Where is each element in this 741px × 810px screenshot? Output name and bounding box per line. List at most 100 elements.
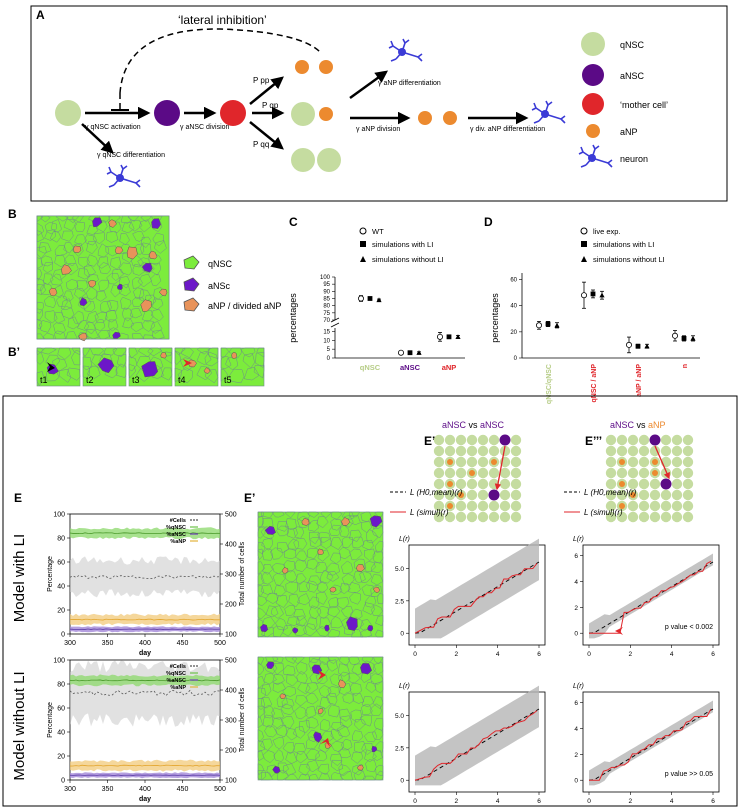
category-label: qNSC/qNSC (546, 364, 553, 404)
tissue-cell (265, 605, 279, 618)
tissue-cell (139, 219, 152, 233)
tissue-cell (53, 311, 66, 324)
tick-label: 0 (61, 632, 65, 639)
tissue-cell (260, 697, 273, 709)
legend-label: #Cells (170, 664, 186, 670)
legend-label: %qNSC (166, 671, 186, 677)
tissue-cell (326, 692, 338, 705)
neuron-icon (531, 100, 566, 124)
tissue-cell (38, 242, 52, 254)
category-label: qNSC (360, 363, 381, 372)
grid-cell (488, 434, 500, 446)
grid-cell (510, 511, 522, 523)
grid-cell (510, 445, 522, 457)
anp-cell (140, 299, 152, 312)
panel-c: C WT simulations with LI simulations wit… (288, 215, 465, 372)
anp-cell (355, 564, 365, 572)
tissue-cell (98, 279, 109, 291)
tissue-cell (262, 750, 276, 764)
line-cells (69, 689, 221, 697)
tissue-cell (361, 743, 374, 755)
category-label: aNP / aNP (636, 364, 643, 397)
tissue-cell (359, 714, 372, 727)
neuron-icon (388, 38, 423, 62)
svg-text:live exp.: live exp. (593, 227, 621, 236)
tissue-cell (285, 518, 297, 531)
grid-cell (510, 500, 522, 512)
timepoint-label: t3 (132, 375, 140, 385)
grid-cell (660, 489, 672, 501)
tick-label: 350 (102, 786, 114, 793)
tissue-cell (95, 290, 107, 302)
tissue-cell (298, 581, 311, 592)
tissue-cell (86, 241, 98, 255)
tissue-cell (293, 609, 306, 621)
ansc-dot (499, 434, 511, 446)
tissue-border (82, 347, 127, 387)
panel-d-legend: live exp. simulations with LI simulation… (580, 227, 665, 264)
tissue-cell (339, 715, 353, 729)
panel-a-legend: qNSC aNSC ‘mother cell’ aNP neuron (578, 32, 668, 168)
line-null-mean (588, 708, 714, 781)
grid-cell (433, 489, 445, 501)
tick-label: 15 (323, 330, 330, 336)
data-point-wt (436, 333, 443, 340)
tissue-cell (348, 582, 361, 594)
tissue-cell (285, 728, 298, 741)
tick-label: 20 (510, 330, 517, 336)
tissue-cell (196, 366, 213, 381)
tick-label: 5 (327, 347, 331, 353)
grid-cell (455, 445, 467, 457)
grid-cell (649, 489, 661, 501)
grid-cell (433, 456, 445, 468)
ansc-cell (369, 515, 383, 528)
tissue-cell (106, 272, 121, 285)
panel-c-legend: WT simulations with LI simulations witho… (359, 227, 444, 264)
tissue-cell (297, 515, 311, 528)
tick-label: 0 (587, 651, 591, 658)
tick-label: 70 (323, 318, 330, 324)
tissue-cell (151, 309, 164, 322)
ansc-cell (151, 218, 161, 229)
data-point-li (590, 291, 596, 297)
tissue-cell (372, 749, 383, 761)
tick-label: 2 (455, 651, 459, 658)
tissue-cell (43, 273, 54, 285)
grid-cell (616, 511, 628, 523)
tissue-cell (319, 697, 331, 710)
tissue-cell (78, 256, 90, 269)
tissue-cell (359, 571, 372, 583)
svg-text:L (simul)(r): L (simul)(r) (584, 508, 623, 517)
grid-cell (671, 478, 683, 490)
tissue-cell (147, 347, 163, 357)
title-ansc-vs-anp: aNSC vs aNP (610, 420, 666, 430)
legend-mother-cell: ‘mother cell’ (620, 100, 668, 110)
grid-cell (433, 500, 445, 512)
tick-label: 400 (139, 640, 151, 647)
grid-cell (627, 445, 639, 457)
svg-text:simulations without LI: simulations without LI (372, 255, 444, 264)
panel-a: A ‘lateral inhibition’ γ qNSC activation… (30, 5, 728, 202)
tick-label: 0 (587, 798, 591, 805)
anp-dot (619, 459, 625, 465)
tissue-cell (262, 563, 273, 575)
tissue-cell (242, 353, 255, 369)
arrowhead-icon (320, 738, 330, 747)
tick-label: 6 (574, 553, 578, 560)
tissue-border (257, 511, 384, 638)
grid-cell (660, 511, 672, 523)
tissue-cell (370, 673, 384, 685)
tissue-cell (85, 286, 98, 300)
tissue-cell (330, 616, 344, 629)
tick-label: 6 (574, 700, 578, 707)
anp-cell (356, 764, 364, 771)
tick-label: 500 (225, 658, 237, 665)
anp-cell (372, 586, 380, 594)
tissue-cell (284, 605, 296, 617)
legend-label: %aNP (170, 539, 186, 545)
anp-cell (160, 352, 167, 359)
tick-label: 75 (323, 311, 330, 317)
tissue-cell (275, 595, 288, 608)
l-legend-left: L (H0,mean)(r) L (simul)(r) (390, 488, 463, 517)
panel-d-label: D (484, 215, 493, 229)
